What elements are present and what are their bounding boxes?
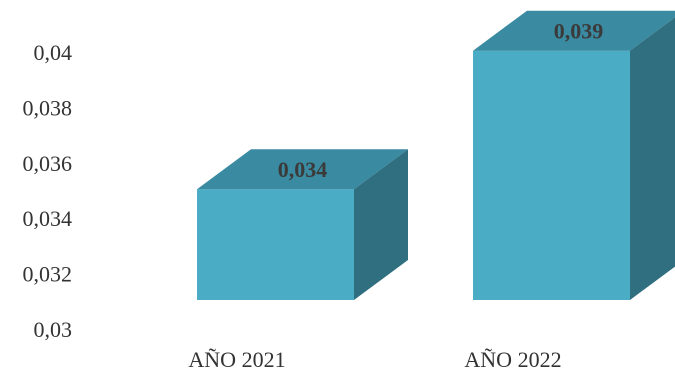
y-tick-label: 0,04 [34,40,73,65]
value-label: 0,034 [278,157,328,182]
x-tick-label: AÑO 2022 [464,347,561,372]
y-tick-label: 0,034 [23,206,73,231]
x-tick-label: AÑO 2021 [188,347,285,372]
bar-front [473,50,630,301]
y-tick-label: 0,032 [23,262,73,287]
value-label: 0,039 [554,19,604,44]
y-tick-label: 0,038 [23,95,73,120]
bar-top [473,10,675,51]
bar-side [354,149,408,300]
y-tick-label: 0,03 [34,317,73,342]
bar-front [197,189,354,300]
bar-side [630,17,675,300]
bar-top [197,149,408,190]
y-tick-label: 0,036 [23,151,73,176]
